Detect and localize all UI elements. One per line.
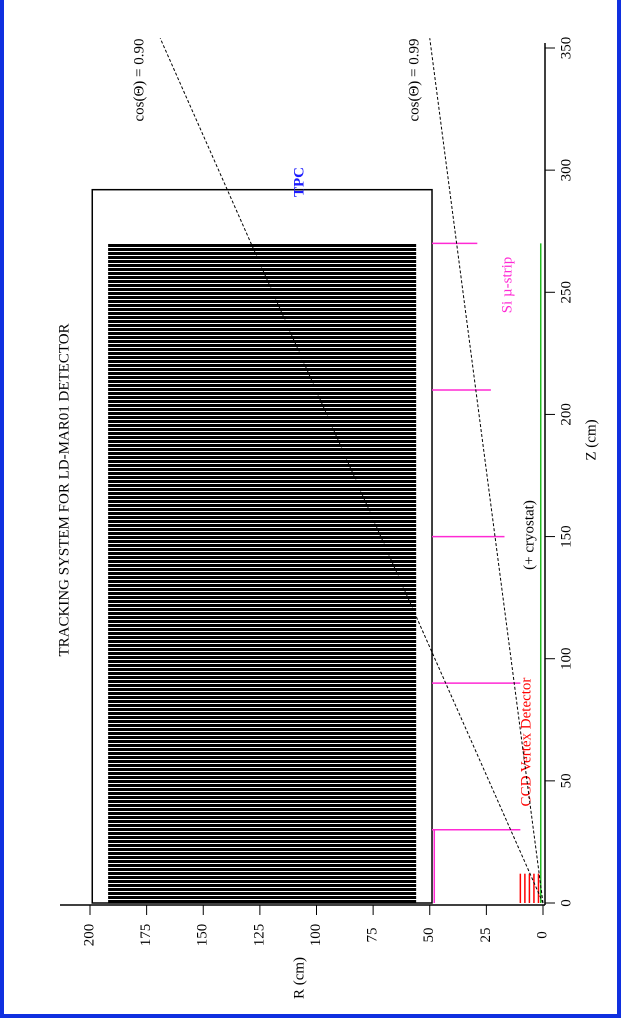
chart-title: TRACKING SYSTEM FOR LD-MAR01 DETECTOR [56,323,72,656]
z-tick-label: 150 [558,525,574,548]
si-label: Si µ-strip [499,257,515,314]
r-tick-label: 125 [251,924,267,947]
cryostat-label: (+ cryostat) [521,500,537,570]
z-tick-label: 50 [558,773,574,788]
cos-label: cos(Θ) = 0.99 [406,38,422,121]
r-tick-label: 75 [365,928,381,943]
z-tick-label: 350 [558,37,574,60]
r-tick-label: 175 [138,924,154,947]
z-tick-label: 250 [558,281,574,304]
r-tick-label: 200 [81,924,97,947]
tpc [108,243,417,903]
x-axis-label: Z (cm) [583,419,599,460]
tpc-label: TPC [291,167,307,197]
z-tick-label: 200 [558,403,574,426]
z-tick-label: 300 [558,159,574,182]
r-tick-label: 150 [195,924,211,947]
r-tick-label: 0 [534,931,550,939]
cos-line [429,38,544,904]
r-tick-label: 100 [308,924,324,947]
cos-line [159,38,544,904]
z-tick-label: 0 [558,899,574,907]
cos-label: cos(Θ) = 0.90 [131,38,147,121]
z-tick-label: 100 [558,647,574,670]
ccd-label: CCD Vertex Detector [518,678,534,807]
r-tick-label: 25 [478,928,494,943]
r-tick-label: 50 [421,928,437,943]
y-axis-label: R (cm) [291,957,307,999]
